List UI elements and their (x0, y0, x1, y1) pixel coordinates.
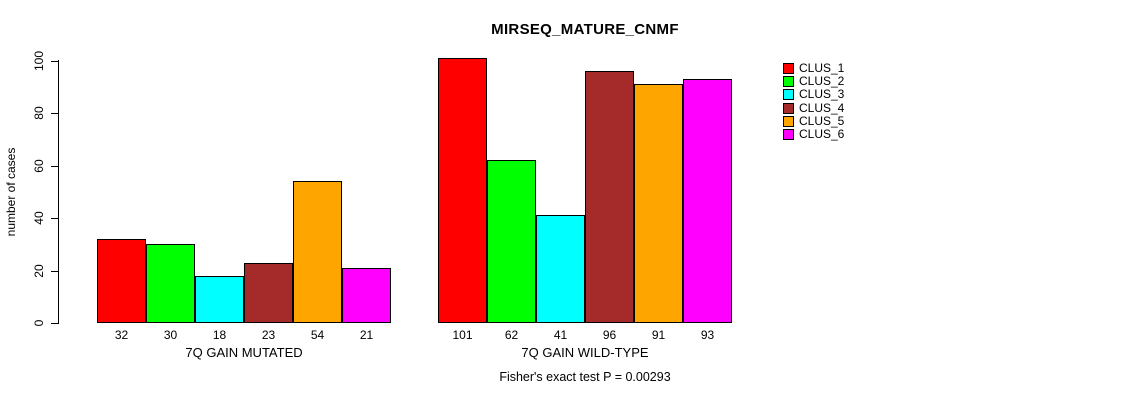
legend-swatch-clus_6 (783, 129, 794, 140)
legend-swatch-clus_4 (783, 102, 794, 114)
y-tick-label: 60 (32, 158, 46, 173)
bar-value-label: 62 (504, 328, 519, 342)
y-tick-label: 100 (32, 50, 46, 71)
legend-label-clus_3: CLUS_3 (799, 87, 845, 102)
legend-label-clus_6: CLUS_6 (799, 127, 845, 141)
bar-clus_6-1 (342, 267, 391, 323)
legend-label-clus_1: CLUS_1 (799, 61, 845, 75)
y-tick-mark (51, 165, 58, 167)
bar-clus_6-2 (683, 78, 732, 323)
bar-value-label: 32 (114, 328, 129, 342)
y-tick-label: 80 (32, 106, 46, 120)
bar-clus_4-2 (585, 71, 634, 323)
y-tick-mark (51, 270, 58, 272)
bar-clus_2-2 (487, 160, 536, 323)
bar-clus_3-1 (195, 275, 244, 323)
y-tick-label: 20 (32, 263, 46, 278)
y-tick-mark (51, 323, 58, 324)
chart-title: MIRSEQ_MATURE_CNMF (491, 21, 679, 38)
x-axis-group-label: 7Q GAIN WILD-TYPE (521, 345, 649, 360)
y-tick-label: 40 (32, 211, 46, 225)
bar-clus_5-2 (634, 84, 683, 323)
legend-swatch-clus_3 (783, 89, 794, 101)
bar-value-label: 30 (163, 328, 178, 342)
bar-value-label: 23 (261, 328, 276, 342)
legend-label-clus_4: CLUS_4 (799, 100, 845, 115)
bar-value-label: 93 (700, 328, 715, 342)
legend-swatch-clus_2 (783, 76, 794, 88)
bar-clus_3-2 (536, 215, 585, 323)
bar-clus_5-1 (293, 181, 342, 323)
legend-swatch-clus_1 (783, 63, 794, 74)
bar-clus_4-1 (244, 262, 293, 323)
bar-value-label: 96 (602, 328, 617, 342)
bar-value-label: 18 (212, 328, 227, 342)
bar-clus_1-1 (97, 239, 146, 323)
bar-value-label: 101 (452, 328, 473, 342)
y-tick-mark (51, 218, 58, 219)
bar-value-label: 21 (359, 328, 374, 342)
bar-value-label: 91 (651, 328, 666, 342)
legend-label-clus_2: CLUS_2 (799, 74, 845, 89)
legend-label-clus_5: CLUS_5 (799, 113, 845, 128)
bar-value-label: 41 (553, 328, 568, 342)
bar-value-label: 54 (310, 328, 325, 342)
bar-clus_1-2 (438, 57, 487, 323)
y-axis-title: number of cases (4, 147, 18, 237)
legend-swatch-clus_5 (783, 115, 794, 127)
bar-clus_2-1 (146, 244, 195, 323)
x-axis-group-label: 7Q GAIN MUTATED (185, 345, 303, 360)
y-tick-label: 0 (32, 319, 46, 327)
y-tick-mark (51, 113, 58, 114)
y-axis-line (58, 60, 59, 324)
fisher-test-annotation: Fisher's exact test P = 0.00293 (499, 370, 671, 384)
y-tick-mark (51, 60, 58, 62)
